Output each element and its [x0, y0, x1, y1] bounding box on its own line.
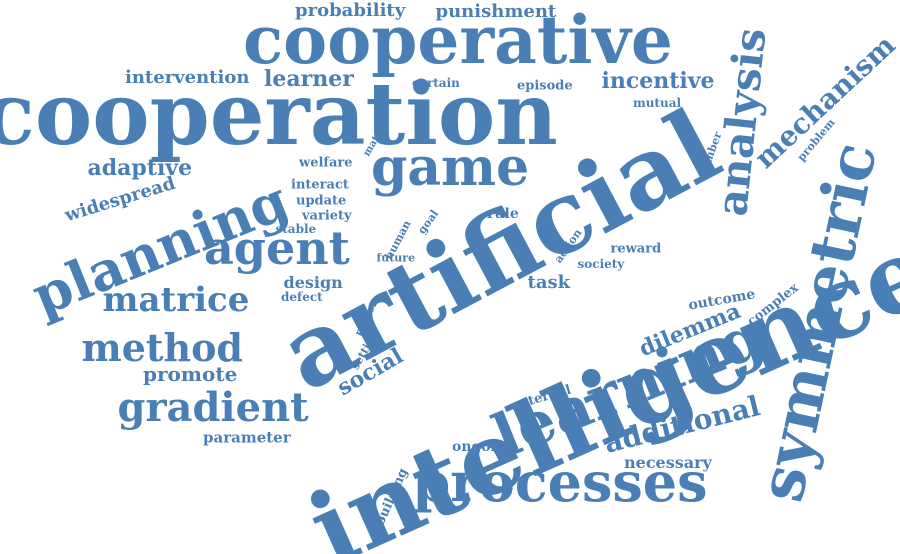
- word-cooperative: cooperative: [243, 1, 673, 79]
- word-adaptive: adaptive: [87, 155, 193, 181]
- word-probability: probability: [295, 0, 406, 21]
- word-necessary: necessary: [624, 453, 712, 472]
- word-design: design: [283, 273, 343, 292]
- word-mutual: mutual: [633, 96, 682, 110]
- word-gradient: gradient: [117, 384, 309, 431]
- word-episode: episode: [517, 78, 573, 94]
- word-interact: interact: [291, 177, 349, 193]
- word-certain: certain: [412, 76, 460, 90]
- word-matrice: matrice: [102, 280, 250, 320]
- word-analysis: analysis: [707, 25, 776, 219]
- word-reward: reward: [610, 241, 662, 257]
- word-incentive: incentive: [601, 68, 715, 94]
- word-welfare: welfare: [299, 155, 353, 171]
- word-punishment: punishment: [435, 1, 557, 22]
- word-processes: processes: [412, 450, 708, 514]
- word-intervention: intervention: [125, 67, 250, 88]
- word-update: update: [296, 193, 347, 209]
- word-rule: rule: [487, 206, 519, 222]
- word-promote: promote: [143, 362, 238, 386]
- word-agent: agent: [204, 221, 350, 275]
- word-task: task: [527, 272, 571, 293]
- word-parameter: parameter: [203, 428, 291, 447]
- word-future: future: [376, 251, 416, 265]
- word-game: game: [371, 137, 530, 198]
- word-defect: defect: [281, 290, 323, 304]
- word-method: method: [81, 325, 243, 370]
- word-variety: variety: [302, 208, 352, 224]
- word-learner: learner: [264, 66, 354, 92]
- word-stable: stable: [275, 222, 317, 236]
- word-society: society: [577, 257, 625, 271]
- word-cooperation: cooperation: [0, 64, 558, 165]
- word-ongoing: ongoing: [452, 439, 516, 455]
